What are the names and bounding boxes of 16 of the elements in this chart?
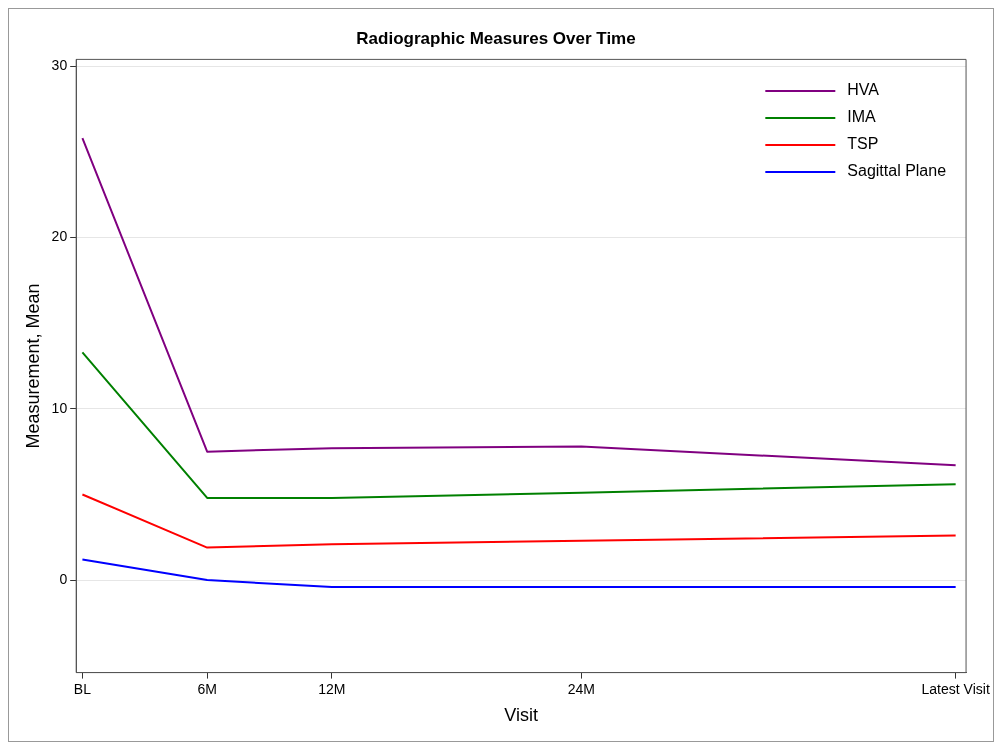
x-tick-label: 12M: [318, 680, 346, 697]
y-axis-title: Measurement, Mean: [22, 283, 43, 449]
x-axis-title: Visit: [504, 705, 538, 726]
x-tick-label: Latest Visit: [921, 680, 990, 697]
legend-label: IMA: [847, 108, 877, 126]
x-tick-label: 24M: [567, 680, 596, 697]
chart-title: Radiographic Measures Over Time: [356, 28, 636, 48]
y-tick-label: 0: [59, 570, 68, 587]
y-tick-label: 20: [51, 228, 68, 245]
y-tick-label: 30: [51, 57, 68, 74]
y-tick-label: 10: [51, 399, 68, 416]
x-tick-label: 6M: [197, 680, 217, 697]
legend-label: HVA: [847, 81, 880, 99]
legend-label: Sagittal Plane: [847, 162, 947, 180]
legend-label: TSP: [847, 135, 879, 153]
x-tick-label: BL: [73, 680, 92, 697]
